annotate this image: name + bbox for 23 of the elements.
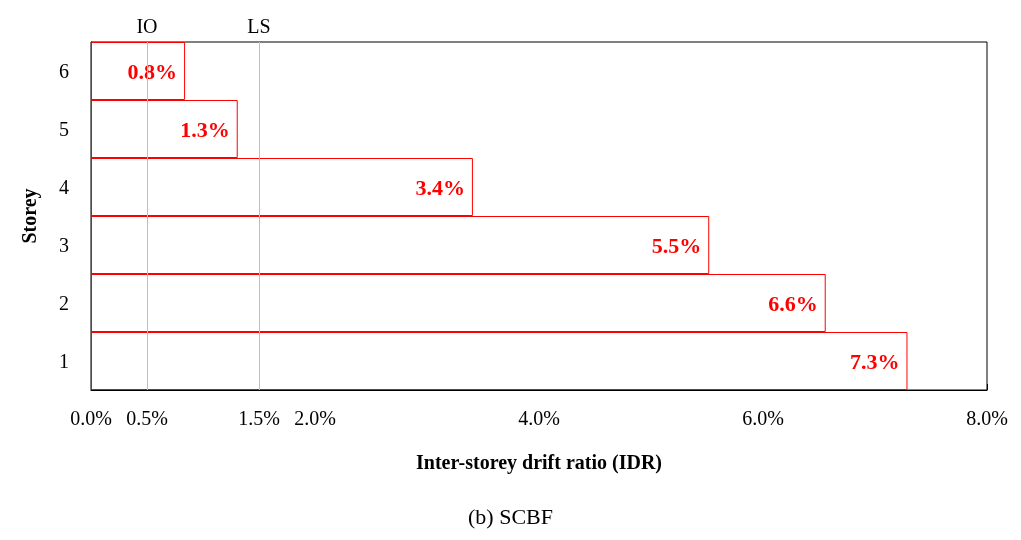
x-tick-label: 0.5% [126, 407, 168, 429]
data-label: 7.3% [849, 348, 900, 374]
text: (b) SCBF [468, 503, 553, 529]
data-label: 5.5% [651, 232, 702, 258]
x-tick-label: 8.0% [966, 407, 1008, 429]
data-label: 1.3% [180, 116, 230, 142]
y-tick-label: 3 [59, 234, 69, 256]
data-label: 6.6% [768, 290, 818, 316]
x-tick-label: 4.0% [518, 407, 560, 429]
y-tick-label: 6 [59, 60, 69, 82]
x-tick-label: 1.5% [238, 407, 280, 429]
x-tick-label: 0.0% [70, 407, 112, 429]
x-tick-label: 2.0% [294, 407, 336, 429]
ref-line-label: LS [247, 15, 271, 37]
y-tick-label: 5 [59, 118, 69, 140]
y-axis-title: Storey [18, 188, 41, 244]
ref-line-label: IO [136, 15, 158, 37]
x-tick-label: 6.0% [742, 407, 784, 429]
x-axis-title: Inter-storey drift ratio (IDR) [415, 451, 663, 474]
y-tick-label: 2 [59, 292, 69, 314]
data-label: 3.4% [415, 174, 465, 200]
y-tick-label: 1 [59, 350, 69, 372]
y-tick-label: 4 [59, 176, 69, 198]
